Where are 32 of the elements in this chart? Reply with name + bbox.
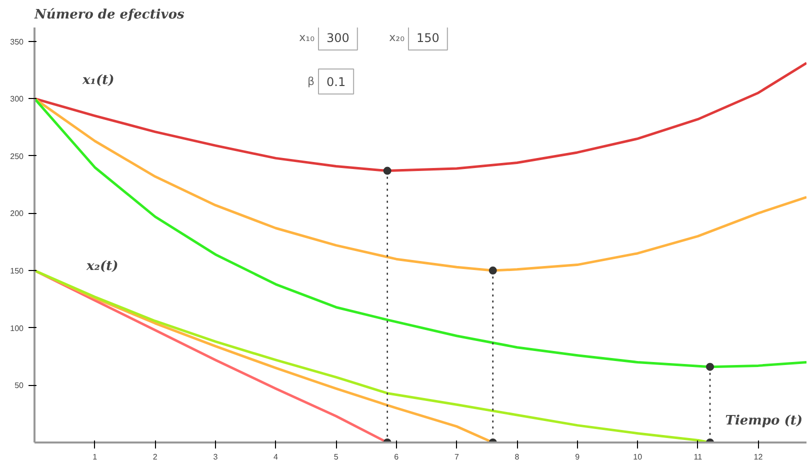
x-tick-label: 4 — [274, 452, 279, 462]
x-tick-label: 10 — [633, 452, 643, 462]
x-tick-label: 8 — [514, 452, 520, 462]
annotation: 150 — [416, 31, 440, 45]
x-tick-label: 9 — [575, 452, 580, 462]
annotation: 0.1 — [326, 75, 346, 89]
x-tick-label: 5 — [334, 452, 339, 462]
annotation: β — [307, 75, 315, 88]
y-tick-label: 200 — [10, 209, 24, 218]
y-axis-title: Número de efectivos — [34, 8, 186, 22]
x-tick-label: 11 — [694, 452, 703, 462]
y-tick-label: 150 — [10, 266, 24, 276]
x-tick-label: 6 — [394, 452, 400, 462]
annotation: x₁(t) — [82, 73, 114, 88]
x-tick-label: 3 — [213, 452, 218, 462]
annotation: x₁₀ — [299, 31, 316, 44]
x-tick-label: 1 — [92, 452, 98, 462]
y-tick-label: 250 — [10, 152, 24, 161]
x-tick-label: 12 — [754, 452, 764, 462]
annotation: x₂(t) — [86, 259, 118, 274]
x-axis-title: Tiempo (t) — [725, 414, 802, 428]
x-tick-label: 2 — [152, 452, 158, 462]
point — [488, 266, 497, 275]
point — [383, 166, 392, 175]
x-tick-label: 7 — [454, 452, 460, 462]
annotation: 300 — [326, 31, 350, 45]
y-tick-label: 50 — [14, 381, 24, 390]
y-tick-label: 300 — [10, 94, 24, 104]
point — [706, 362, 714, 371]
annotation: x₂₀ — [389, 31, 406, 44]
y-tick-label: 100 — [10, 324, 24, 333]
y-tick-label: 350 — [10, 37, 24, 46]
